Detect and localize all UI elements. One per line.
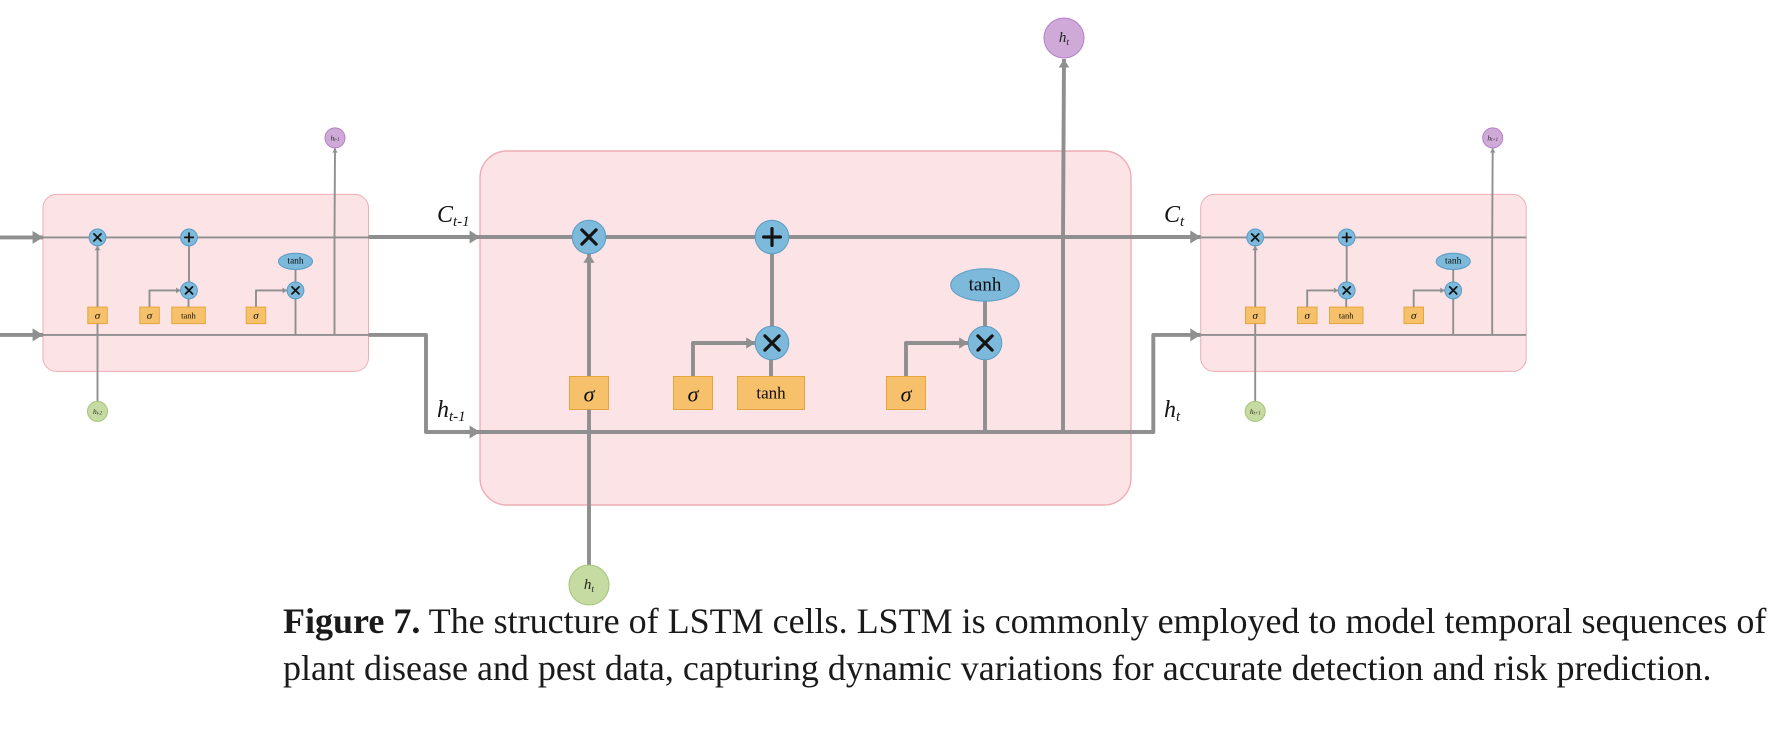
svg-text:σ: σ bbox=[1304, 310, 1310, 322]
svg-text:σ: σ bbox=[147, 310, 153, 322]
svg-text:σ: σ bbox=[901, 381, 913, 406]
svg-text:Ct: Ct bbox=[1164, 202, 1185, 230]
svg-text:tanh: tanh bbox=[1339, 310, 1354, 320]
svg-text:σ: σ bbox=[584, 381, 596, 406]
svg-text:σ: σ bbox=[95, 310, 101, 322]
svg-text:tanh: tanh bbox=[756, 384, 786, 403]
svg-text:tanh: tanh bbox=[287, 256, 304, 266]
svg-text:σ: σ bbox=[1252, 310, 1258, 322]
svg-text:ht-1: ht-1 bbox=[437, 397, 466, 425]
svg-text:tanh: tanh bbox=[1445, 256, 1462, 266]
svg-text:σ: σ bbox=[1411, 310, 1417, 322]
svg-text:σ: σ bbox=[253, 310, 259, 322]
svg-text:σ: σ bbox=[688, 381, 700, 406]
svg-text:Ct-1: Ct-1 bbox=[437, 202, 470, 230]
svg-text:tanh: tanh bbox=[181, 310, 196, 320]
svg-text:ht: ht bbox=[1164, 397, 1181, 425]
svg-text:tanh: tanh bbox=[969, 275, 1002, 296]
